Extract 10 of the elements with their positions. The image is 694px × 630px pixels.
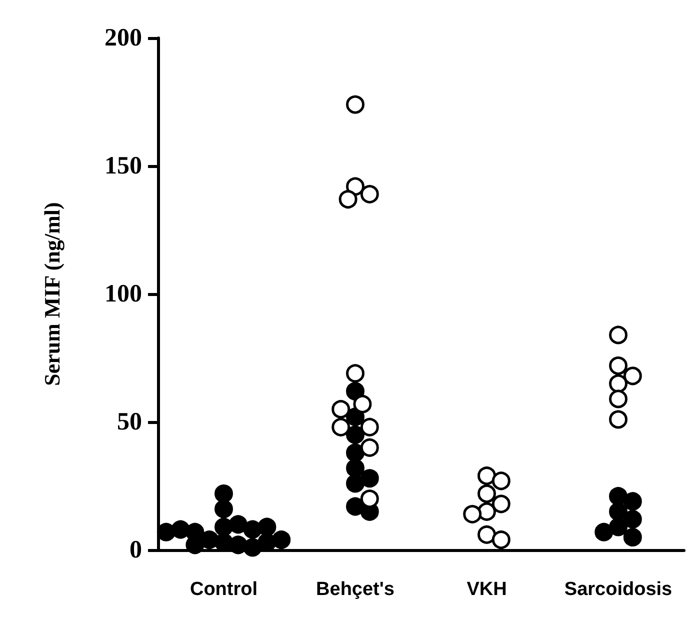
x-tick-label: Sarcoidosis <box>564 579 672 600</box>
y-tick-label: 150 <box>104 152 142 180</box>
x-tick-label: Control <box>190 579 258 600</box>
y-tick-label: 100 <box>104 280 142 308</box>
y-tick-label: 50 <box>117 408 142 436</box>
y-tick-label: 200 <box>104 24 142 52</box>
y-axis-title: Serum MIF (ng/ml) <box>40 202 64 386</box>
x-tick-label: VKH <box>466 579 507 600</box>
x-tick-label: Behçet's <box>316 579 394 600</box>
y-tick-label: 0 <box>130 536 142 564</box>
